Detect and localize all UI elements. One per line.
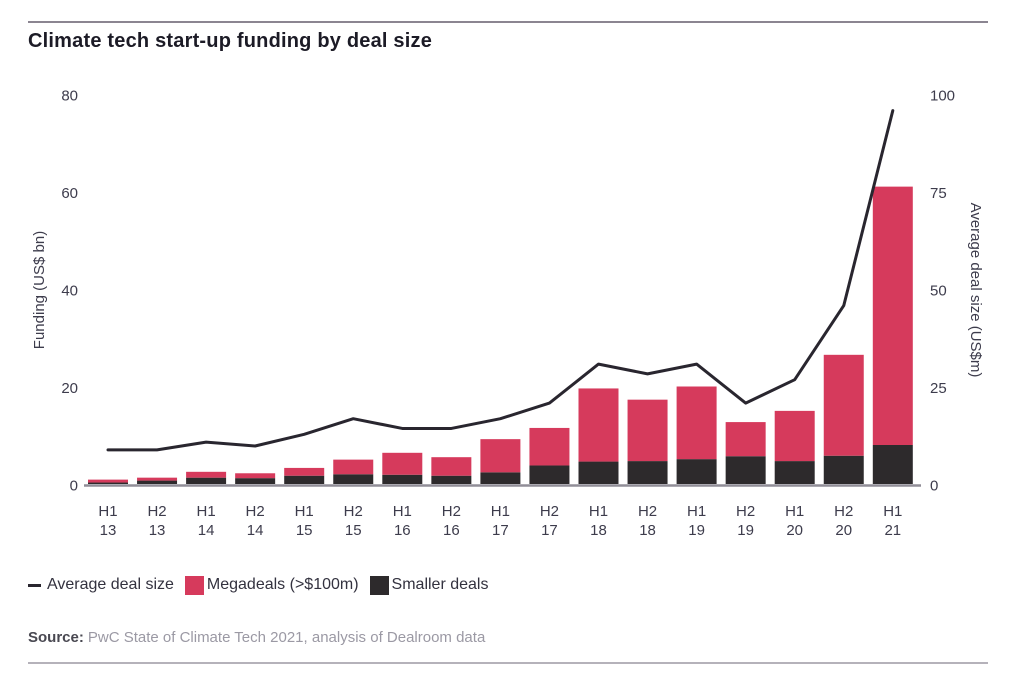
left-axis-tick-label: 40 [61,283,78,300]
x-axis-tick-label: H1 [785,503,804,520]
legend-item-average-deal-size: Average deal size [28,576,174,594]
x-axis-tick-label: H1 [98,503,117,520]
x-axis-tick-label: 18 [590,522,607,539]
x-axis-tick-label: H1 [197,503,216,520]
bar-megadeals-H2-17 [529,427,570,466]
chart-title: Climate tech start-up funding by deal si… [28,30,433,52]
x-axis-tick-label: H1 [589,503,608,520]
climate-tech-funding-chart: 0 20 40 60 80 0 25 50 75 100 Funding (US$ bn) Avera… [31,88,984,540]
bar-megadeals-H1-13 [88,479,128,483]
bar-megadeals-H1-16 [382,452,423,475]
left-axis-tick-label: 20 [61,380,78,397]
source-prefix: Source: [28,629,84,646]
legend-label-megadeals: Megadeals (>$100m) [206,576,359,593]
x-axis-tick-label: H2 [736,503,755,520]
x-axis-tick-label: H2 [344,503,363,520]
average-deal-size-line [106,109,895,452]
legend-item-megadeals: Megadeals (>$100m) [184,575,359,595]
bar-smaller-deals-H2-15 [333,474,374,484]
smaller-deals-swatch-icon [369,575,389,595]
x-axis-tick-label: 13 [149,522,166,539]
bar-smaller-deals-H1-17 [480,472,521,484]
x-axis-tick-label: 20 [786,522,803,539]
x-axis-tick-label: 16 [394,522,411,539]
left-axis-tick-label: 0 [70,478,78,495]
bar-megadeals-H1-20 [774,410,815,462]
source-line: Source: PwC State of Climate Tech 2021, a… [28,629,485,646]
x-axis-tick-label: H1 [883,503,902,520]
bar-smaller-deals-H2-18 [627,461,668,484]
bar-smaller-deals-H2-17 [529,465,570,484]
x-axis-tick-label: 19 [737,522,754,539]
bar-megadeals-H1-14 [186,471,227,478]
x-axis-tick-label: H2 [442,503,461,520]
bar-megadeals-H1-18 [578,388,619,462]
bar-smaller-deals-H2-20 [823,455,864,484]
legend-item-smaller-deals: Smaller deals [369,575,489,595]
bar-megadeals-H2-15 [333,459,374,475]
bar-smaller-deals-H1-18 [578,461,619,484]
chart-legend: Average deal size Megadeals (>$100m) Sma… [28,573,488,597]
bar-megadeals-H1-21 [872,186,913,445]
legend-label-average-deal-size: Average deal size [47,576,174,593]
right-axis-tick-label: 0 [930,478,938,495]
bar-megadeals-H1-19 [676,386,717,460]
bar-smaller-deals-H1-15 [284,475,325,484]
x-axis-tick-label: H1 [491,503,510,520]
x-axis-tick-label: 13 [100,522,117,539]
x-axis-tick-label: H2 [147,503,166,520]
x-axis-tick-label: H1 [393,503,412,520]
x-axis-tick-label: H2 [540,503,559,520]
left-axis-tick-label: 60 [61,185,78,202]
bar-smaller-deals-H2-13 [137,480,178,484]
megadeals-swatch-icon [184,575,204,595]
x-axis-tick-label: H2 [638,503,657,520]
bar-megadeals-H2-16 [431,457,472,476]
x-axis-tick-label: 21 [884,522,901,539]
x-axis-tick-label: H1 [295,503,314,520]
left-axis-title: Funding (US$ bn) [31,231,48,349]
x-axis-tick-label: 17 [492,522,509,539]
bar-smaller-deals-H2-16 [431,475,472,484]
line-swatch-icon [28,583,41,587]
right-axis-title: Average deal size (US$m) [967,203,984,378]
bar-smaller-deals-H1-21 [872,445,913,484]
bar-megadeals-H1-17 [480,439,521,473]
top-rule [28,21,988,23]
bar-smaller-deals-H1-20 [774,461,815,484]
x-axis-tick-label: 14 [198,522,215,539]
x-axis-tick-label: H2 [246,503,265,520]
bar-megadeals-H2-13 [137,477,178,481]
legend-label-smaller-deals: Smaller deals [391,576,489,593]
right-axis-tick-label: 75 [930,185,947,202]
right-axis-tick-label: 25 [930,380,947,397]
bar-smaller-deals-H1-14 [186,477,227,484]
x-axis-tick-label: H2 [834,503,853,520]
x-axis-tick-label: 17 [541,522,558,539]
x-axis-tick-label: 15 [345,522,362,539]
x-axis-tick-label: 16 [443,522,460,539]
bar-smaller-deals-H2-14 [235,478,276,484]
bar-megadeals-H2-19 [725,422,766,457]
bar-megadeals-H2-18 [627,399,668,462]
bar-megadeals-H2-20 [823,354,864,456]
right-axis-tick-label: 50 [930,283,947,300]
x-axis-tick-label: 20 [835,522,852,539]
bar-megadeals-H2-14 [235,473,276,479]
x-axis-tick-label: 19 [688,522,705,539]
left-axis-tick-label: 80 [61,88,78,105]
bar-smaller-deals-H1-19 [676,459,717,484]
x-axis-tick-label: 18 [639,522,656,539]
source-text: PwC State of Climate Tech 2021, analysis… [87,629,486,646]
x-axis-tick-label: 14 [247,522,264,539]
bottom-rule [28,662,988,664]
right-axis-tick-label: 100 [930,88,955,105]
bar-smaller-deals-H2-19 [725,456,766,484]
x-axis-tick-label: H1 [687,503,706,520]
bar-megadeals-H1-15 [284,467,325,476]
x-axis-tick-label: 15 [296,522,313,539]
bar-smaller-deals-H1-16 [382,474,423,484]
bar-smaller-deals-H1-13 [88,482,128,484]
